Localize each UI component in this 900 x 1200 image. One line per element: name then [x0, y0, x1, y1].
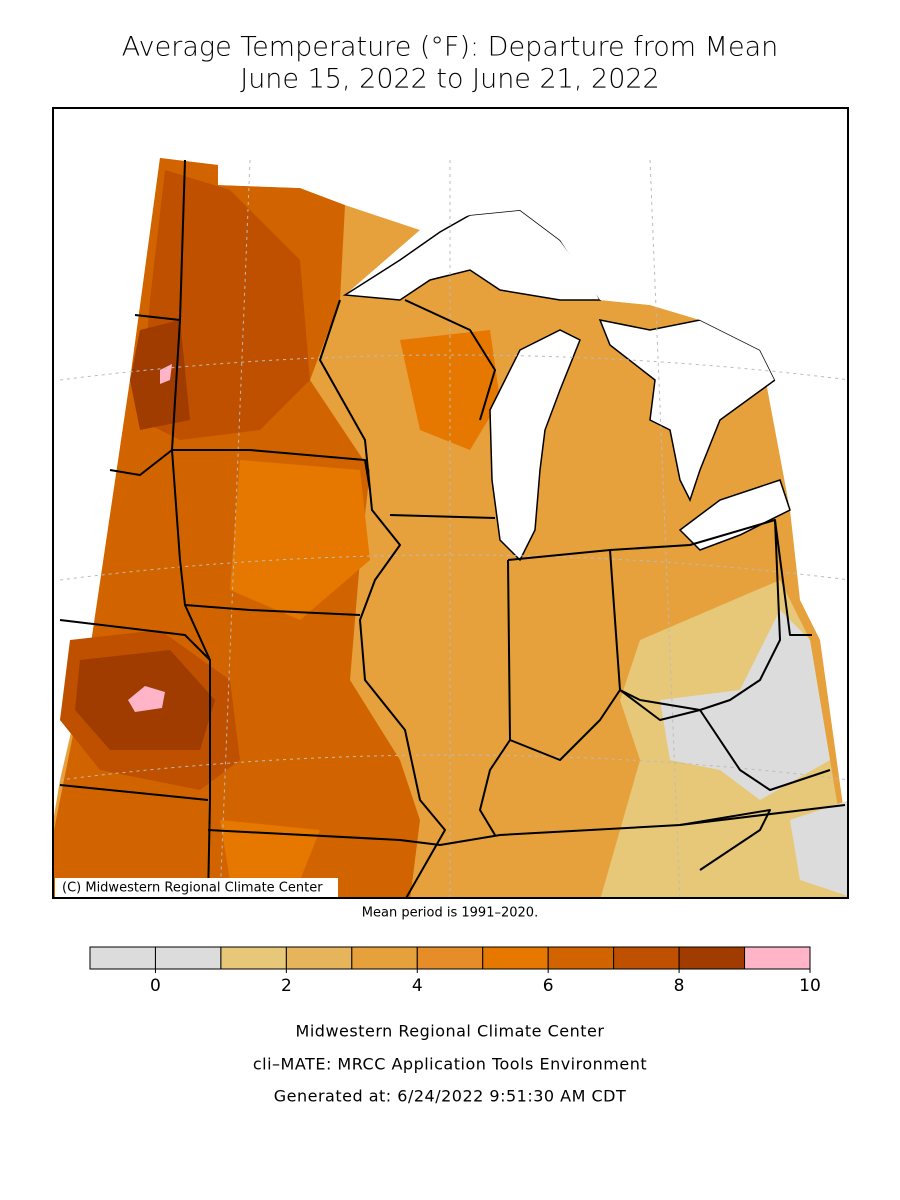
- state-borders: [59, 159, 846, 898]
- legend-swatch: [154, 946, 222, 970]
- legend-tick-label: 4: [412, 976, 423, 996]
- mean-period-note: Mean period is 1991–2020.: [362, 906, 538, 921]
- legend-tick-label: 8: [674, 976, 685, 996]
- legend-swatch: [416, 946, 484, 970]
- footer-line: cli–MATE: MRCC Application Tools Environ…: [253, 1055, 647, 1074]
- subtitle: June 15, 2022 to June 21, 2022: [240, 64, 660, 95]
- footer-line: Midwestern Regional Climate Center: [296, 1022, 605, 1041]
- map-credit: (C) Midwestern Regional Climate Center: [62, 881, 323, 896]
- canada: [218, 108, 848, 497]
- legend-tick-label: 0: [150, 976, 161, 996]
- lake-michigan: [489, 329, 581, 562]
- legend-swatch: [89, 946, 156, 970]
- legend-swatch: [744, 946, 811, 970]
- map: (C) Midwestern Regional Climate Center: [52, 107, 849, 899]
- region-darkest: [75, 320, 215, 750]
- region-gray: [660, 610, 848, 896]
- legend-swatch: [547, 946, 615, 970]
- lake-erie: [678, 479, 791, 551]
- region-orange: [220, 330, 500, 880]
- legend-swatch: [613, 946, 680, 970]
- legend-swatch: [351, 946, 418, 970]
- footer-line: Generated at: 6/24/2022 9:51:30 AM CDT: [274, 1087, 627, 1106]
- legend-tick-label: 2: [281, 976, 292, 996]
- legend-swatch: [482, 946, 549, 970]
- legend-tick-label: 10: [799, 976, 821, 996]
- legend: 0 2 4 6 8 10: [89, 946, 821, 996]
- legend-swatch: [285, 946, 353, 970]
- legend-tick-label: 6: [543, 976, 554, 996]
- credit-box: [55, 878, 338, 897]
- legend-swatch: [678, 946, 746, 970]
- legend-swatch: [220, 946, 287, 970]
- region-dark: [60, 170, 310, 790]
- graticule: [59, 159, 848, 898]
- map-frame: [52, 107, 849, 899]
- title: Average Temperature (°F): Departure from…: [122, 32, 778, 63]
